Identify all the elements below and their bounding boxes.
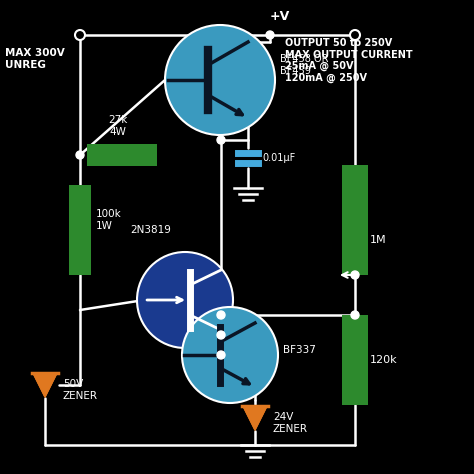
Circle shape xyxy=(182,307,278,403)
Circle shape xyxy=(351,311,359,319)
Text: 24V
ZENER: 24V ZENER xyxy=(273,412,308,434)
Text: 100k
1W: 100k 1W xyxy=(96,209,122,231)
Text: +V: +V xyxy=(270,10,290,23)
Circle shape xyxy=(76,151,84,159)
Text: BF458 OR
BF459: BF458 OR BF459 xyxy=(280,54,328,76)
Text: 0.01μF: 0.01μF xyxy=(262,153,295,163)
Text: 2N3819: 2N3819 xyxy=(130,225,171,235)
Bar xyxy=(342,165,368,275)
Circle shape xyxy=(217,331,225,339)
Text: 1M: 1M xyxy=(370,235,387,245)
Circle shape xyxy=(350,30,360,40)
Circle shape xyxy=(217,136,225,144)
Circle shape xyxy=(217,311,225,319)
Bar xyxy=(69,185,91,275)
Circle shape xyxy=(351,271,359,279)
Circle shape xyxy=(137,252,233,348)
Bar xyxy=(88,144,157,166)
Text: 50V
ZENER: 50V ZENER xyxy=(63,379,98,401)
Polygon shape xyxy=(243,406,267,430)
Circle shape xyxy=(75,30,85,40)
Circle shape xyxy=(217,351,225,359)
Bar xyxy=(342,315,368,405)
Text: 120k: 120k xyxy=(370,355,398,365)
Polygon shape xyxy=(33,373,57,397)
Text: MAX 300V
UNREG: MAX 300V UNREG xyxy=(5,48,65,70)
Text: BF337: BF337 xyxy=(283,345,316,355)
Text: 27k
4W: 27k 4W xyxy=(108,115,127,137)
Circle shape xyxy=(266,31,274,39)
Circle shape xyxy=(165,25,275,135)
Text: OUTPUT 50 to 250V
MAX OUTPUT CURRENT
25mA @ 50V
120mA @ 250V: OUTPUT 50 to 250V MAX OUTPUT CURRENT 25m… xyxy=(285,38,413,83)
